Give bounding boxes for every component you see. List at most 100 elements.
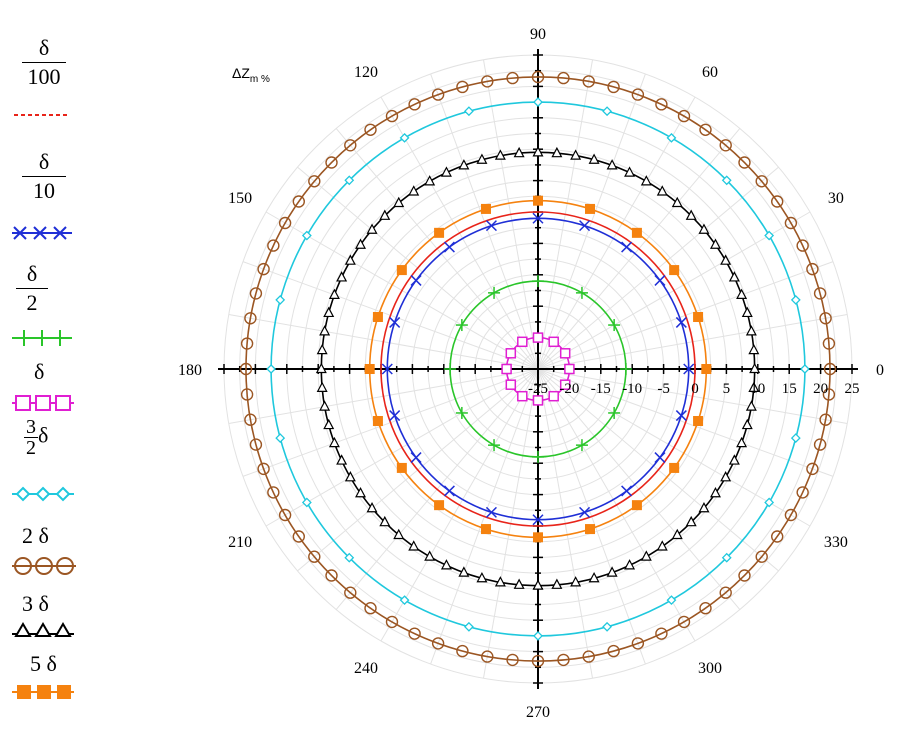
marker-circle: [655, 98, 668, 111]
marker-x: [654, 274, 666, 286]
marker-circle: [582, 650, 595, 663]
legend-label-delta: δ: [34, 359, 45, 384]
marker-square-filled: [480, 203, 491, 214]
marker-triangle: [606, 566, 618, 577]
series-line-0: [380, 211, 696, 527]
marker-square-filled: [693, 416, 704, 427]
marker-x: [579, 220, 591, 232]
marker-triangle: [640, 175, 652, 186]
marker-circle: [677, 615, 691, 629]
marker-square-filled: [364, 364, 375, 374]
angle-label-330: 330: [824, 534, 848, 551]
marker-triangle: [408, 540, 420, 551]
marker-circle: [557, 71, 570, 85]
marker-square-filled: [669, 462, 680, 473]
marker-triangle: [319, 400, 331, 411]
marker-circle: [699, 602, 712, 615]
marker-circle: [292, 195, 305, 208]
marker-diamond: [344, 552, 355, 563]
marker-x: [621, 485, 633, 497]
legend: δ 100 δ 10 δ 2: [0, 0, 110, 734]
marker-square: [505, 379, 517, 390]
marker-diamond: [764, 230, 775, 241]
legend-swatch-five-delta: [12, 685, 74, 699]
marker-diamond: [721, 175, 732, 186]
marker-circle: [607, 80, 620, 94]
marker-x: [621, 241, 633, 253]
marker-triangle: [698, 501, 710, 513]
radial-tick-label: 15: [782, 381, 797, 397]
marker-triangle: [344, 254, 356, 265]
series-4: [266, 97, 810, 641]
marker-triangle: [749, 362, 761, 374]
marker-square-filled: [480, 524, 491, 535]
marker-diamond: [790, 433, 801, 443]
series-1: [381, 212, 695, 526]
marker-circle: [278, 508, 292, 522]
legend-swatch-delta-over-100: [14, 114, 70, 116]
marker-circle: [456, 80, 469, 94]
marker-x: [410, 452, 422, 464]
marker-square: [548, 336, 559, 348]
marker-circle: [431, 637, 445, 650]
marker-triangle: [745, 325, 757, 336]
marker-circle: [481, 650, 494, 663]
marker-circle: [364, 123, 377, 136]
marker-diamond: [464, 621, 474, 632]
marker-x: [389, 410, 401, 422]
marker-square-filled: [693, 311, 704, 322]
marker-circle: [267, 239, 280, 252]
marker-circle: [607, 644, 620, 658]
marker-circle: [582, 75, 595, 88]
legend-swatch-three-halves-delta: [12, 486, 74, 502]
marker-triangle: [424, 550, 436, 561]
legend-swatch-delta-over-2: [12, 330, 72, 346]
marker-circle: [738, 569, 751, 582]
marker-diamond: [666, 132, 677, 143]
marker-circle: [738, 156, 751, 169]
marker-circle: [344, 139, 357, 152]
marker-triangle: [408, 185, 420, 196]
marker-triangle: [323, 418, 335, 430]
marker-square: [559, 379, 571, 390]
marker-square-filled: [585, 524, 596, 535]
marker-circle: [481, 75, 494, 88]
marker-circle: [244, 413, 257, 426]
marker-triangle: [606, 159, 618, 170]
angle-label-120: 120: [354, 64, 378, 81]
marker-diamond: [666, 595, 677, 606]
marker-circle: [431, 88, 445, 101]
marker-circle: [719, 139, 732, 152]
marker-triangle: [588, 571, 600, 583]
marker-triangle: [440, 559, 452, 570]
marker-triangle: [748, 381, 760, 392]
marker-triangle: [323, 306, 335, 318]
marker-triangle: [424, 175, 436, 186]
legend-label-delta-over-2: δ 2: [12, 262, 52, 315]
marker-circle: [408, 627, 421, 640]
angle-label-30: 30: [828, 190, 844, 207]
marker-triangle: [513, 146, 525, 158]
marker-triangle: [570, 576, 582, 587]
marker-triangle: [366, 223, 378, 234]
marker-circle: [267, 486, 280, 499]
marker-circle: [631, 88, 645, 101]
marker-triangle: [393, 196, 405, 208]
axes: [218, 49, 858, 689]
marker-circle: [239, 362, 253, 376]
marker-square-filled: [372, 311, 383, 322]
marker-triangle: [570, 149, 582, 160]
marker-square-filled: [701, 364, 712, 374]
angle-label-180: 180: [178, 362, 202, 379]
legend-label-three-halves-delta: 3 2 δ: [24, 416, 49, 459]
marker-diamond: [721, 552, 732, 563]
legend-swatch-delta-over-10: [12, 226, 72, 240]
marker-triangle: [741, 306, 753, 318]
marker-circle: [822, 337, 836, 350]
marker-diamond: [344, 175, 355, 186]
marker-circle: [806, 262, 819, 276]
legend-swatch-delta: [12, 395, 74, 411]
angle-label-210: 210: [228, 534, 252, 551]
marker-diamond: [266, 364, 277, 374]
angle-label-60: 60: [702, 64, 718, 81]
